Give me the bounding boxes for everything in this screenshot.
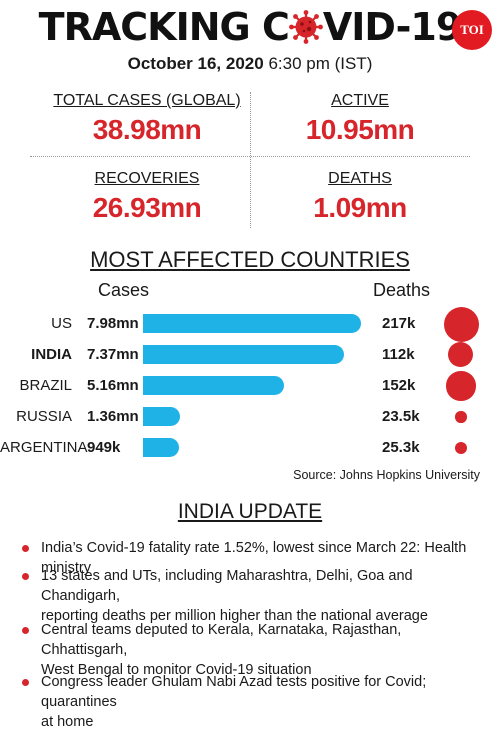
india-update-line: Central teams deputed to Kerala, Karnata…	[41, 622, 402, 658]
stats-divider-vertical	[250, 92, 251, 228]
cases-label: 949k	[87, 439, 121, 456]
deaths-value: 1.09mn	[313, 192, 407, 223]
deaths-label: 25.3k	[382, 439, 420, 456]
india-update-item: 13 states and UTs, including Maharashtra…	[41, 566, 491, 626]
active-label: ACTIVE	[331, 92, 389, 109]
deaths-label: 152k	[382, 377, 416, 394]
toi-logo[interactable]: TOI	[452, 10, 492, 50]
country-label: ARGENTINA	[0, 439, 88, 456]
deaths-label: 217k	[382, 315, 416, 332]
bullet-dot-icon	[22, 627, 29, 634]
deaths-bubble	[455, 411, 467, 423]
cases-bar	[143, 314, 361, 333]
deaths-bubble	[443, 306, 479, 342]
cases-label: 7.98mn	[87, 315, 139, 332]
india-update-item: Central teams deputed to Kerala, Karnata…	[41, 620, 491, 680]
date-line: October 16, 2020 6:30 pm (IST)	[0, 54, 500, 74]
deaths-label: 112k	[382, 346, 415, 363]
cases-bar	[143, 438, 179, 457]
india-update-item: India’s Covid-19 fatality rate 1.52%, lo…	[41, 538, 491, 578]
country-label: US	[51, 315, 72, 332]
recoveries-label: RECOVERIES	[94, 170, 200, 187]
title-left: TRACKING C	[38, 5, 290, 49]
cases-bar	[143, 407, 181, 426]
recoveries-value: 26.93mn	[92, 192, 202, 223]
india-update-line: 13 states and UTs, including Maharashtra…	[41, 568, 413, 604]
deaths-bubble	[448, 342, 474, 368]
time: 6:30 pm (IST)	[268, 54, 373, 73]
cases-bar	[143, 376, 284, 395]
chart-source: Source: Johns Hopkins University	[293, 468, 480, 482]
bullet-dot-icon	[22, 573, 29, 580]
cases-column-header: Cases	[98, 280, 150, 300]
chart-title: MOST AFFECTED COUNTRIES	[90, 247, 410, 272]
india-update-line: India’s Covid-19 fatality rate 1.52%, lo…	[41, 540, 467, 576]
total-cases-value: 38.98mn	[92, 114, 202, 145]
date: October 16, 2020	[127, 54, 264, 73]
cases-bar	[143, 345, 345, 364]
bullet-dot-icon	[22, 679, 29, 686]
cases-label: 1.36mn	[87, 408, 139, 425]
india-update-heading: INDIA UPDATE	[177, 500, 323, 523]
deaths-label: DEATHS	[328, 170, 392, 187]
deaths-bubble	[446, 371, 476, 401]
country-label: BRAZIL	[19, 377, 72, 394]
title-right: VID-19	[322, 5, 462, 49]
deaths-bubble	[455, 442, 467, 454]
india-update-line: reporting deaths per million higher than…	[41, 608, 428, 624]
cases-label: 5.16mn	[87, 377, 139, 394]
india-update-line: West Bengal to monitor Covid-19 situatio…	[41, 662, 312, 678]
coronavirus-icon	[288, 8, 323, 44]
cases-label: 7.37mn	[87, 346, 139, 363]
total-cases-label: TOTAL CASES (GLOBAL)	[53, 92, 241, 109]
india-update-item: Congress leader Ghulam Nabi Azad tests p…	[41, 672, 491, 732]
india-update-line: Congress leader Ghulam Nabi Azad tests p…	[41, 674, 427, 710]
page-title: TRACKING C VID-19	[0, 4, 500, 50]
india-update-line: at home	[41, 714, 94, 730]
country-label: RUSSIA	[16, 408, 72, 425]
deaths-label: 23.5k	[382, 408, 420, 425]
country-label: INDIA	[31, 346, 72, 363]
deaths-column-header: Deaths	[373, 280, 431, 300]
bullet-dot-icon	[22, 545, 29, 552]
active-value: 10.95mn	[305, 114, 415, 145]
